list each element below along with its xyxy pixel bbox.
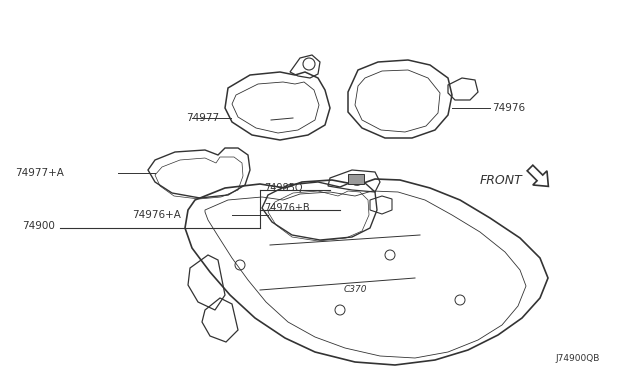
Text: 74976+B: 74976+B xyxy=(264,203,310,213)
Text: 74900: 74900 xyxy=(22,221,55,231)
Bar xyxy=(348,174,364,184)
Text: 74976+A: 74976+A xyxy=(132,210,181,220)
Polygon shape xyxy=(527,165,548,186)
Text: 74985Q: 74985Q xyxy=(264,183,303,193)
Text: 74977+A: 74977+A xyxy=(15,168,64,178)
Text: J74900QB: J74900QB xyxy=(556,354,600,363)
Text: C370: C370 xyxy=(343,285,367,295)
Text: 74977: 74977 xyxy=(186,113,219,123)
Text: 74976: 74976 xyxy=(492,103,525,113)
Text: FRONT: FRONT xyxy=(480,173,523,186)
